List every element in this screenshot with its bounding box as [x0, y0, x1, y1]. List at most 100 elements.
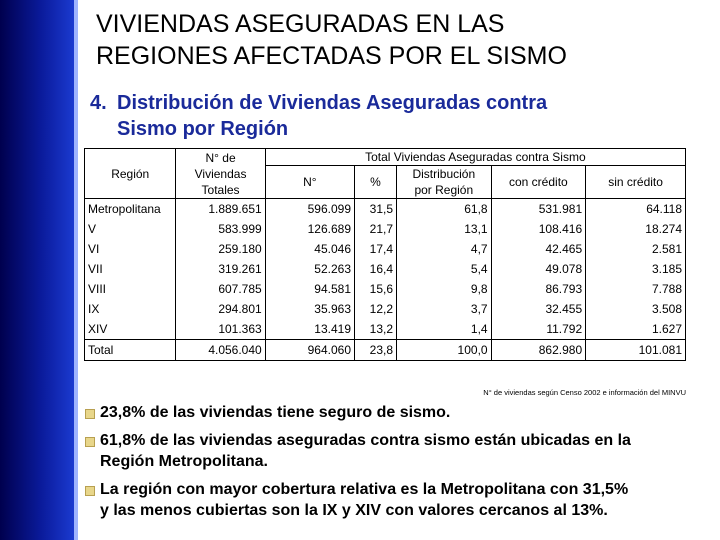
cell-con-credito: 32.455 — [490, 299, 587, 319]
header-group: Total Viviendas Aseguradas contra Sismo — [264, 148, 687, 166]
cell-viviendas: 259.180 — [175, 239, 266, 259]
cell-pct: 21,7 — [353, 219, 398, 239]
table-row: IX 294.801 35.963 12,2 3,7 32.455 3.508 — [83, 299, 686, 319]
header-distribucion: Distribución por Región — [396, 165, 492, 199]
cell-viviendas: 1.889.651 — [175, 198, 266, 219]
insured-housing-table: Región N° de Viviendas Totales Total Viv… — [83, 148, 687, 361]
header-con-credito: con crédito — [490, 165, 587, 199]
cell-distribucion: 9,8 — [396, 279, 492, 299]
cell-pct: 15,6 — [353, 279, 398, 299]
header-region: Región — [83, 148, 177, 199]
cell-con-credito: 11.792 — [490, 319, 587, 340]
cell-sin-credito: 1.627 — [585, 319, 686, 340]
cell-con-credito: 49.078 — [490, 259, 587, 279]
bullet-item: 61,8% de las viviendas aseguradas contra… — [85, 430, 705, 472]
cell-region: Metropolitana — [83, 198, 177, 219]
cell-distribucion: 3,7 — [396, 299, 492, 319]
source-note: N° de viviendas según Censo 2002 e infor… — [483, 388, 686, 397]
cell-viviendas: 294.801 — [175, 299, 266, 319]
cell-num: 45.046 — [264, 239, 356, 259]
subtitle-number: 4. — [90, 92, 107, 114]
total-region: Total — [83, 339, 177, 361]
cell-num: 13.419 — [264, 319, 356, 340]
bullet-marker-icon — [85, 437, 95, 447]
cell-con-credito: 108.416 — [490, 219, 587, 239]
cell-distribucion: 13,1 — [396, 219, 492, 239]
cell-pct: 16,4 — [353, 259, 398, 279]
cell-region: VIII — [83, 279, 177, 299]
cell-num: 126.689 — [264, 219, 356, 239]
cell-sin-credito: 64.118 — [585, 198, 686, 219]
bullet-item: 23,8% de las viviendas tiene seguro de s… — [85, 402, 705, 423]
bullet-marker-icon — [85, 486, 95, 496]
bullet-text-line: 61,8% de las viviendas aseguradas contra… — [100, 432, 631, 449]
table-row: VI 259.180 45.046 17,4 4,7 42.465 2.581 — [83, 239, 686, 259]
cell-con-credito: 531.981 — [490, 198, 587, 219]
cell-num: 35.963 — [264, 299, 356, 319]
table-row: Metropolitana 1.889.651 596.099 31,5 61,8 531… — [83, 198, 686, 219]
header-sin-credito: sin crédito — [585, 165, 686, 199]
header-pct: % — [353, 165, 398, 199]
header-viviendas: N° de Viviendas Totales — [175, 148, 266, 199]
title-line-1: VIVIENDAS ASEGURADAS EN LAS — [96, 10, 505, 38]
cell-num: 94.581 — [264, 279, 356, 299]
table-row: VIII 607.785 94.581 15,6 9,8 86.793 7.788 — [83, 279, 686, 299]
bullet-text-line: 23,8% de las viviendas tiene seguro de s… — [100, 404, 451, 421]
cell-viviendas: 607.785 — [175, 279, 266, 299]
cell-distribucion: 61,8 — [396, 198, 492, 219]
cell-con-credito: 42.465 — [490, 239, 587, 259]
bullet-text-line: y las menos cubiertas son la IX y XIV co… — [100, 502, 608, 519]
sidebar-band — [0, 0, 74, 540]
cell-sin-credito: 7.788 — [585, 279, 686, 299]
cell-region: IX — [83, 299, 177, 319]
bullet-list: 23,8% de las viviendas tiene seguro de s… — [85, 402, 705, 528]
bullet-text-line: La región con mayor cobertura relativa e… — [100, 481, 629, 498]
cell-distribucion: 1,4 — [396, 319, 492, 340]
table-row: XIV 101.363 13.419 13,2 1,4 11.792 1.627 — [83, 319, 686, 340]
cell-viviendas: 583.999 — [175, 219, 266, 239]
bullet-item: La región con mayor cobertura relativa e… — [85, 479, 705, 521]
cell-distribucion: 4,7 — [396, 239, 492, 259]
sidebar-accent — [74, 0, 78, 540]
section-subtitle: 4. Distribución de Viviendas Aseguradas c… — [90, 90, 690, 142]
cell-viviendas: 319.261 — [175, 259, 266, 279]
cell-con-credito: 86.793 — [490, 279, 587, 299]
bullet-marker-icon — [85, 409, 95, 419]
title-line-2: REGIONES AFECTADAS POR EL SISMO — [96, 42, 567, 70]
cell-distribucion: 5,4 — [396, 259, 492, 279]
total-distribucion: 100,0 — [396, 339, 492, 361]
cell-sin-credito: 18.274 — [585, 219, 686, 239]
cell-pct: 17,4 — [353, 239, 398, 259]
total-pct: 23,8 — [353, 339, 398, 361]
cell-region: VI — [83, 239, 177, 259]
bullet-text-line: Región Metropolitana. — [100, 453, 268, 470]
cell-viviendas: 101.363 — [175, 319, 266, 340]
header-distribucion-l2: por Región — [414, 183, 474, 197]
cell-sin-credito: 3.508 — [585, 299, 686, 319]
cell-num: 596.099 — [264, 198, 356, 219]
header-num: N° — [264, 165, 356, 199]
page-title: VIVIENDAS ASEGURADAS EN LAS REGIONES AFE… — [96, 8, 696, 72]
header-distribucion-l1: Distribución — [412, 167, 476, 181]
table-row: V 583.999 126.689 21,7 13,1 108.416 18.274 — [83, 219, 686, 239]
cell-sin-credito: 2.581 — [585, 239, 686, 259]
cell-region: XIV — [83, 319, 177, 340]
cell-region: VII — [83, 259, 177, 279]
cell-num: 52.263 — [264, 259, 356, 279]
cell-region: V — [83, 219, 177, 239]
total-con-credito: 862.980 — [490, 339, 587, 361]
header-viviendas-l1: N° de — [205, 150, 236, 165]
subtitle-line-1: Distribución de Viviendas Aseguradas con… — [117, 92, 548, 114]
cell-pct: 31,5 — [353, 198, 398, 219]
header-viviendas-l2: Viviendas — [194, 166, 247, 181]
total-num: 964.060 — [264, 339, 356, 361]
total-sin-credito: 101.081 — [585, 339, 686, 361]
cell-sin-credito: 3.185 — [585, 259, 686, 279]
subtitle-line-2: Sismo por Región — [117, 118, 289, 140]
table-row: VII 319.261 52.263 16,4 5,4 49.078 3.185 — [83, 259, 686, 279]
cell-pct: 13,2 — [353, 319, 398, 340]
total-viviendas: 4.056.040 — [175, 339, 266, 361]
table-total-row: Total 4.056.040 964.060 23,8 100,0 862.980 101… — [83, 339, 686, 361]
cell-pct: 12,2 — [353, 299, 398, 319]
header-viviendas-l3: Totales — [201, 182, 240, 197]
